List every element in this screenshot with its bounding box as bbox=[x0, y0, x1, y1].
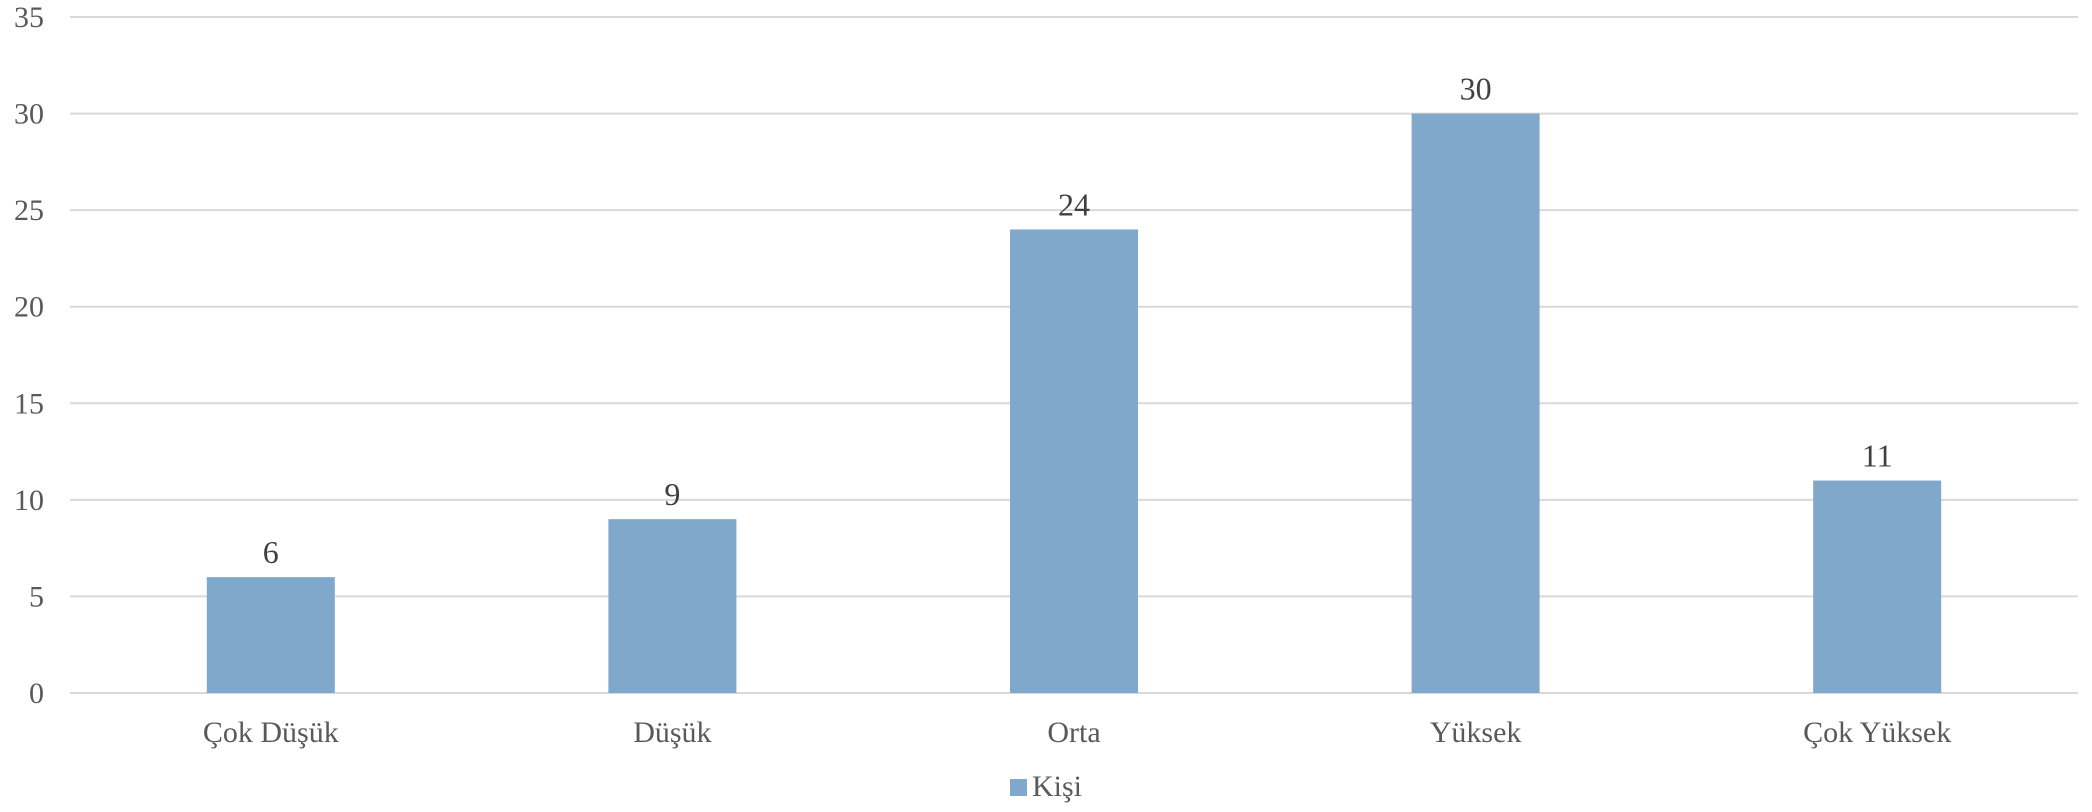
y-tick-label: 0 bbox=[29, 677, 44, 710]
bar bbox=[608, 519, 737, 693]
y-axis-ticks: 0 5 10 15 20 25 30 35 bbox=[14, 1, 44, 710]
bar bbox=[206, 577, 335, 693]
data-label: 6 bbox=[263, 534, 279, 570]
data-label: 24 bbox=[1058, 186, 1090, 222]
bar bbox=[1010, 229, 1138, 693]
data-labels: 6 9 24 30 11 bbox=[263, 71, 1893, 571]
legend: Kişi bbox=[0, 770, 2092, 804]
data-label: 30 bbox=[1460, 71, 1492, 107]
x-axis-ticks: Çok Düşük Düşük Orta Yüksek Çok Yüksek bbox=[203, 716, 1951, 749]
bar bbox=[1813, 480, 1942, 693]
x-tick-label: Yüksek bbox=[1430, 716, 1522, 749]
y-tick-label: 25 bbox=[14, 194, 44, 227]
y-tick-label: 5 bbox=[29, 580, 44, 613]
x-tick-label: Orta bbox=[1047, 716, 1100, 749]
legend-label: Kişi bbox=[1031, 770, 1082, 803]
x-tick-label: Düşük bbox=[633, 716, 711, 749]
x-tick-label: Çok Yüksek bbox=[1803, 716, 1951, 749]
y-tick-label: 35 bbox=[14, 1, 44, 34]
x-tick-label: Çok Düşük bbox=[203, 716, 339, 749]
legend-swatch bbox=[1009, 778, 1027, 796]
data-label: 11 bbox=[1862, 438, 1893, 474]
data-label: 9 bbox=[664, 476, 680, 512]
bar bbox=[1411, 113, 1540, 694]
bars bbox=[206, 113, 1942, 694]
y-tick-label: 30 bbox=[14, 98, 44, 131]
y-tick-label: 20 bbox=[14, 291, 44, 324]
y-tick-label: 15 bbox=[14, 387, 44, 420]
y-tick-label: 10 bbox=[14, 484, 44, 517]
